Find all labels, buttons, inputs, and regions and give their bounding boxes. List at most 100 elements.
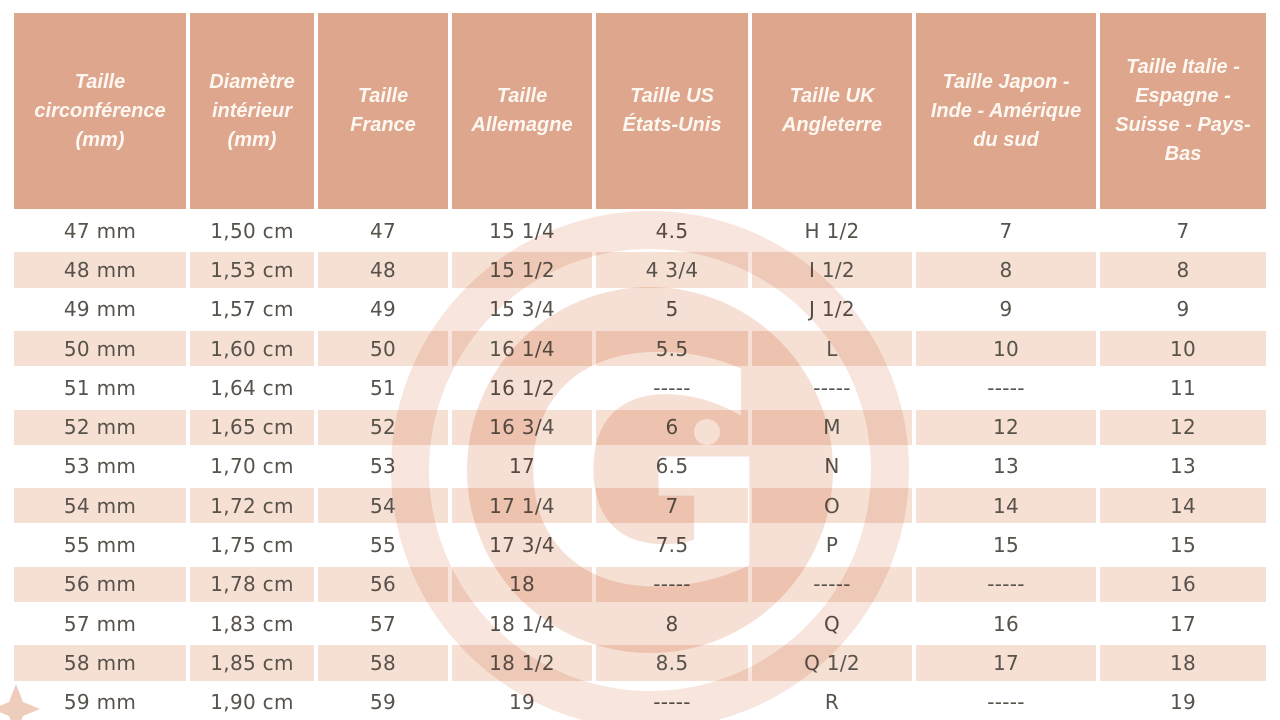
- table-cell-r1-c2: 48: [318, 252, 448, 288]
- table-cell-r6-c6: 13: [916, 448, 1096, 485]
- table-cell-r11-c0: 58 mm: [14, 645, 186, 681]
- ring-size-table: Taille circonférence (mm) Diamètre intéri…: [14, 13, 1266, 720]
- table-cell-r6-c0: 53 mm: [14, 448, 186, 485]
- table-cell-r7-c7: 14: [1100, 488, 1266, 524]
- table-cell-r3-c4: 5.5: [596, 330, 748, 367]
- table-cell-r4-c7: 11: [1100, 370, 1266, 406]
- table-cell-r6-c1: 1,70 cm: [190, 448, 314, 485]
- table-cell-r9-c7: 16: [1100, 566, 1266, 603]
- table-cell-r3-c0: 50 mm: [14, 330, 186, 367]
- table-cell-r0-c0: 47 mm: [14, 213, 186, 249]
- table-cell-r10-c2: 57: [318, 606, 448, 642]
- table-cell-r6-c4: 6.5: [596, 448, 748, 485]
- table-cell-r3-c6: 10: [916, 330, 1096, 367]
- table-cell-r8-c2: 55: [318, 527, 448, 563]
- table-cell-r5-c3: 16 3/4: [452, 409, 592, 445]
- table-cell-r10-c7: 17: [1100, 606, 1266, 642]
- table-cell-r11-c2: 58: [318, 645, 448, 681]
- table-cell-r6-c3: 17: [452, 448, 592, 485]
- table-cell-r8-c7: 15: [1100, 527, 1266, 563]
- table-cell-r11-c6: 17: [916, 645, 1096, 681]
- table-cell-r10-c4: 8: [596, 606, 748, 642]
- table-cell-r1-c6: 8: [916, 252, 1096, 288]
- table-cell-r5-c1: 1,65 cm: [190, 409, 314, 445]
- table-cell-r6-c2: 53: [318, 448, 448, 485]
- table-cell-r10-c6: 16: [916, 606, 1096, 642]
- table-cell-r1-c0: 48 mm: [14, 252, 186, 288]
- table-cell-r8-c1: 1,75 cm: [190, 527, 314, 563]
- table-cell-r7-c6: 14: [916, 488, 1096, 524]
- table-cell-r3-c7: 10: [1100, 330, 1266, 367]
- table-cell-r0-c4: 4.5: [596, 213, 748, 249]
- table-cell-r6-c7: 13: [1100, 448, 1266, 485]
- table-cell-r7-c0: 54 mm: [14, 488, 186, 524]
- table-cell-r2-c6: 9: [916, 291, 1096, 327]
- table-cell-r0-c1: 1,50 cm: [190, 213, 314, 249]
- table-cell-r5-c2: 52: [318, 409, 448, 445]
- table-cell-r0-c5: H 1/2: [752, 213, 912, 249]
- table-cell-r10-c0: 57 mm: [14, 606, 186, 642]
- table-cell-r2-c2: 49: [318, 291, 448, 327]
- table-cell-r4-c6: -----: [916, 370, 1096, 406]
- table-cell-r0-c3: 15 1/4: [452, 213, 592, 249]
- table-cell-r9-c2: 56: [318, 566, 448, 603]
- header-cell-2: Taille France: [318, 13, 448, 209]
- table-cell-r7-c2: 54: [318, 488, 448, 524]
- header-cell-1: Diamètre intérieur (mm): [190, 13, 314, 209]
- table-cell-r9-c1: 1,78 cm: [190, 566, 314, 603]
- table-cell-r9-c3: 18: [452, 566, 592, 603]
- table-cell-r5-c5: M: [752, 409, 912, 445]
- table-cell-r8-c3: 17 3/4: [452, 527, 592, 563]
- table-cell-r2-c5: J 1/2: [752, 291, 912, 327]
- table-cell-r11-c1: 1,85 cm: [190, 645, 314, 681]
- table-cell-r0-c6: 7: [916, 213, 1096, 249]
- table-cell-r0-c7: 7: [1100, 213, 1266, 249]
- table-cell-r2-c1: 1,57 cm: [190, 291, 314, 327]
- table-cell-r7-c5: O: [752, 488, 912, 524]
- table-cell-r4-c2: 51: [318, 370, 448, 406]
- table-cell-r5-c6: 12: [916, 409, 1096, 445]
- table-cell-r11-c4: 8.5: [596, 645, 748, 681]
- table-cell-r9-c0: 56 mm: [14, 566, 186, 603]
- table-cell-r8-c5: P: [752, 527, 912, 563]
- header-cell-6: Taille Japon - Inde - Amérique du sud: [916, 13, 1096, 209]
- table-cell-r3-c3: 16 1/4: [452, 330, 592, 367]
- table-cell-r9-c4: -----: [596, 566, 748, 603]
- table-cell-r12-c4: -----: [596, 684, 748, 720]
- table-cell-r7-c4: 7: [596, 488, 748, 524]
- header-cell-3: Taille Allemagne: [452, 13, 592, 209]
- table-cell-r8-c4: 7.5: [596, 527, 748, 563]
- header-cell-7: Taille Italie - Espagne - Suisse - Pays-…: [1100, 13, 1266, 209]
- table-cell-r3-c5: L: [752, 330, 912, 367]
- table-cell-r6-c5: N: [752, 448, 912, 485]
- table-cell-r11-c5: Q 1/2: [752, 645, 912, 681]
- table-cell-r12-c7: 19: [1100, 684, 1266, 720]
- table-cell-r9-c6: -----: [916, 566, 1096, 603]
- table-cell-r12-c6: -----: [916, 684, 1096, 720]
- table-cell-r12-c1: 1,90 cm: [190, 684, 314, 720]
- table-cell-r4-c3: 16 1/2: [452, 370, 592, 406]
- table-cell-r2-c0: 49 mm: [14, 291, 186, 327]
- table-cell-r1-c7: 8: [1100, 252, 1266, 288]
- header-cell-5: Taille UK Angleterre: [752, 13, 912, 209]
- table-cell-r12-c0: 59 mm: [14, 684, 186, 720]
- table-cell-r10-c3: 18 1/4: [452, 606, 592, 642]
- table-cell-r5-c0: 52 mm: [14, 409, 186, 445]
- table-cell-r5-c4: 6: [596, 409, 748, 445]
- table-cell-r11-c3: 18 1/2: [452, 645, 592, 681]
- table-cell-r0-c2: 47: [318, 213, 448, 249]
- table-cell-r2-c7: 9: [1100, 291, 1266, 327]
- table-cell-r2-c3: 15 3/4: [452, 291, 592, 327]
- table-cell-r11-c7: 18: [1100, 645, 1266, 681]
- table-cell-r4-c4: -----: [596, 370, 748, 406]
- table-cell-r7-c3: 17 1/4: [452, 488, 592, 524]
- header-cell-0: Taille circonférence (mm): [14, 13, 186, 209]
- table-cell-r12-c2: 59: [318, 684, 448, 720]
- table-cell-r4-c0: 51 mm: [14, 370, 186, 406]
- table-cell-r8-c6: 15: [916, 527, 1096, 563]
- table-cell-r1-c4: 4 3/4: [596, 252, 748, 288]
- table-cell-r9-c5: -----: [752, 566, 912, 603]
- table-cell-r3-c1: 1,60 cm: [190, 330, 314, 367]
- table-cell-r4-c1: 1,64 cm: [190, 370, 314, 406]
